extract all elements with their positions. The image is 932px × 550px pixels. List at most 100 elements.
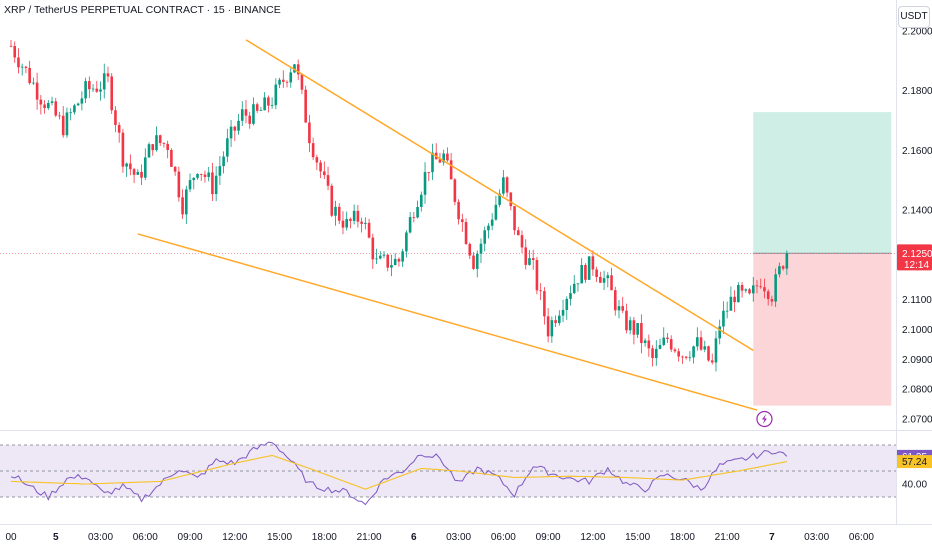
candle [531, 249, 535, 270]
trendlines [137, 39, 758, 411]
candle [580, 258, 583, 284]
candle [35, 72, 39, 110]
candle-body [9, 45, 13, 47]
candle [483, 226, 487, 252]
time-tick-label: 03:00 [804, 532, 829, 543]
candle [528, 250, 531, 266]
candle [378, 251, 382, 260]
candle-body [461, 219, 464, 223]
candle-body [356, 210, 360, 222]
candle-body [475, 253, 479, 269]
candle [546, 308, 550, 343]
candle [502, 170, 505, 196]
stop-zone[interactable] [753, 253, 892, 406]
candle [28, 60, 31, 85]
candle-body [371, 237, 375, 260]
candle [274, 78, 278, 110]
candle [240, 101, 244, 127]
candle-body [397, 258, 401, 262]
candle-body [80, 98, 84, 104]
candle [386, 254, 390, 272]
candle-body [69, 112, 72, 114]
lower-trendline[interactable] [137, 233, 758, 411]
candle-body [125, 163, 128, 167]
time-tick-label: 09:00 [536, 532, 561, 543]
candle-body [319, 162, 322, 172]
candle-body [73, 105, 76, 113]
candle [778, 262, 781, 278]
currency-button[interactable]: USDT [898, 6, 930, 28]
candle-body [729, 296, 733, 311]
candle-body [438, 159, 442, 163]
profit-zone[interactable] [753, 112, 892, 254]
candle [375, 248, 378, 265]
candle-body [725, 310, 729, 312]
candle [173, 165, 177, 176]
candle-body [699, 337, 703, 350]
candle-body [673, 349, 677, 352]
candle [744, 288, 748, 293]
candle-body [684, 356, 688, 358]
candle-body [378, 255, 382, 259]
candle [475, 250, 479, 278]
candle-body [610, 275, 613, 291]
upper-trendline[interactable] [245, 39, 754, 351]
candle-body [129, 163, 132, 170]
time-tick-label: 18:00 [670, 532, 695, 543]
candle-body [17, 57, 20, 68]
candle [647, 334, 651, 357]
candle [281, 70, 285, 88]
candle-body [737, 285, 740, 303]
candle [599, 271, 602, 284]
candle-body [502, 177, 505, 194]
candle [431, 143, 434, 181]
candle [143, 148, 147, 181]
candle [371, 233, 375, 269]
price-tick-label: 2.1400 [902, 206, 932, 217]
candle [296, 59, 300, 81]
candle-body [442, 153, 445, 163]
candle-body [162, 142, 166, 144]
candle [349, 217, 352, 229]
candle-body [591, 256, 595, 270]
candle-body [569, 293, 572, 299]
candle [337, 203, 341, 225]
price-tick-label: 2.1000 [902, 325, 932, 336]
candle [587, 256, 591, 281]
candle-body [393, 258, 397, 265]
price-tick-label: 2.1600 [902, 146, 932, 157]
lightning-icon[interactable] [756, 410, 773, 428]
candle-body [166, 143, 169, 150]
candle-body [513, 206, 516, 231]
candle-body [267, 97, 270, 106]
candle [270, 97, 274, 109]
candle-body [490, 219, 494, 226]
candle [673, 347, 677, 353]
candle [733, 290, 736, 313]
candle [416, 200, 419, 219]
candle-body [449, 160, 453, 180]
time-tick-label: 03:00 [88, 532, 113, 543]
candle-body [647, 340, 651, 349]
time-tick-label: 12:00 [222, 532, 247, 543]
candle [117, 122, 121, 143]
candle [125, 162, 128, 177]
candle-body [91, 88, 95, 90]
time-tick-label: 6 [411, 532, 417, 543]
candle-body [132, 169, 136, 175]
candle-body [58, 115, 61, 117]
candle [382, 251, 386, 259]
candle [610, 267, 613, 291]
candle [640, 314, 643, 354]
candle [576, 283, 580, 292]
candle [696, 327, 699, 351]
candle [73, 103, 76, 115]
candle-body [233, 126, 237, 131]
candle [759, 278, 763, 289]
candle-body [770, 299, 774, 302]
symbol-title[interactable]: XRP / TetherUS PERPETUAL CONTRACT · 15 ·… [4, 4, 281, 16]
candle-body [509, 192, 513, 207]
candle-body [744, 289, 748, 291]
candle-body [304, 89, 307, 123]
